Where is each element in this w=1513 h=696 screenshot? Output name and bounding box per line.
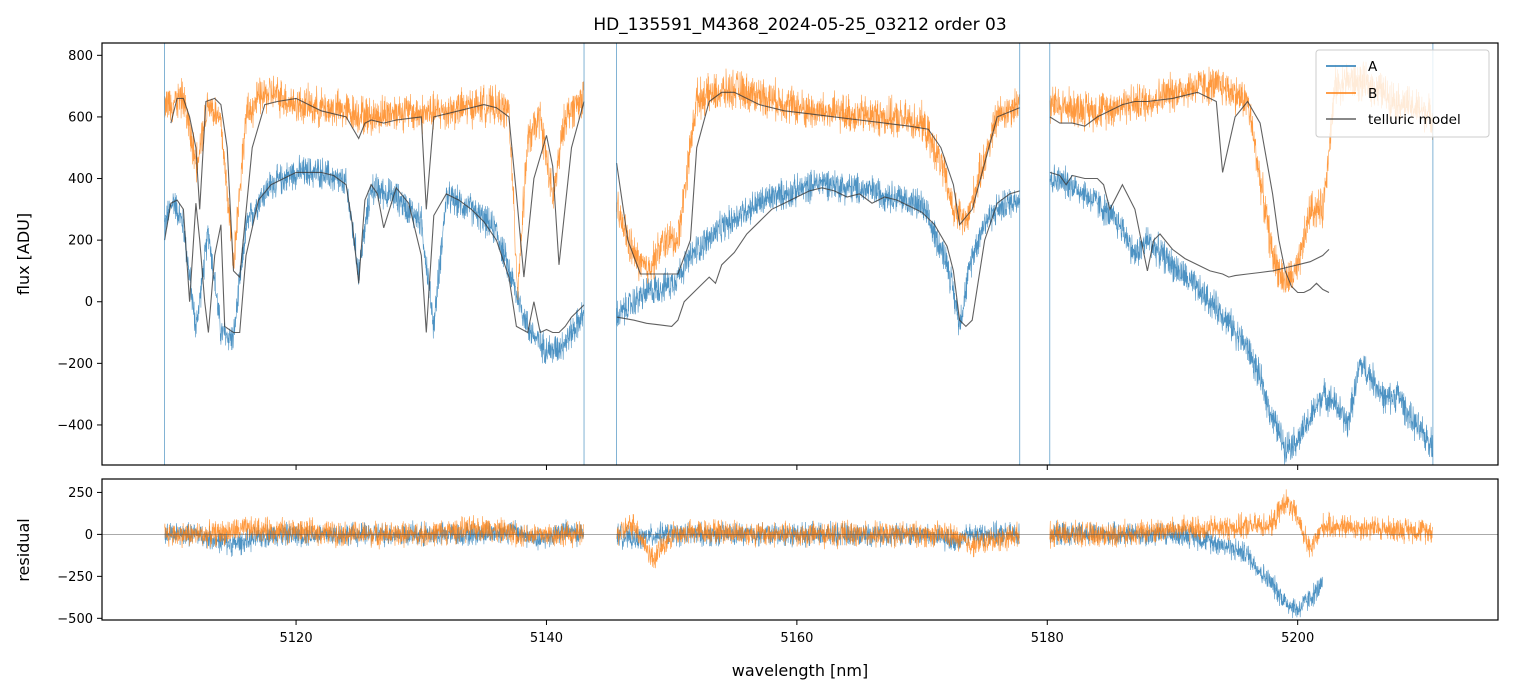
flux-y-axis-label: flux [ADU]	[14, 213, 33, 295]
residual-y-tick-label: −500	[57, 612, 93, 627]
flux-y-ticks: 800 600 400 200 0 −200 −400	[57, 49, 102, 433]
residual-y-tick-label: −250	[57, 570, 93, 585]
legend-label-telluric-model: telluric model	[1368, 112, 1461, 128]
flux-plot-frame	[101, 42, 1499, 466]
flux-x-ticks	[295, 465, 1299, 470]
flux-panel: 800 600 400 200 0 −200 −400 flux [ADU]	[14, 42, 1499, 470]
x-axis-label: wavelength [nm]	[732, 661, 869, 680]
residual-y-tick-label: 250	[68, 486, 93, 501]
telluric-model-a-line	[164, 171, 1330, 334]
flux-y-tick-label: −400	[57, 418, 93, 433]
residual-y-ticks: 250 0 −250 −500	[57, 486, 102, 627]
x-tick-label: 5140	[530, 631, 563, 646]
series-a-line	[164, 154, 1433, 465]
telluric-model-b-line	[170, 91, 1330, 294]
residual-y-axis-label: residual	[14, 518, 33, 581]
residual-panel: 250 0 −250 −500 5120 5140 5160 5180 5200 residu…	[14, 478, 1499, 646]
residual-x-ticks: 5120 5140 5160 5180 5200	[280, 620, 1314, 646]
residual-plot-frame	[101, 478, 1499, 621]
flux-y-tick-label: 0	[85, 295, 93, 310]
series-b-line	[164, 61, 1433, 301]
flux-series	[164, 43, 1434, 465]
flux-y-tick-label: 400	[68, 172, 93, 187]
legend-box	[1315, 49, 1490, 138]
flux-y-tick-label: 600	[68, 110, 93, 125]
legend-label-a: A	[1368, 59, 1378, 75]
x-tick-label: 5200	[1281, 631, 1314, 646]
x-tick-label: 5160	[780, 631, 813, 646]
residual-y-tick-label: 0	[85, 528, 93, 543]
residual-series	[102, 489, 1498, 619]
x-tick-label: 5180	[1031, 631, 1064, 646]
legend-label-b: B	[1368, 86, 1377, 102]
flux-y-tick-label: −200	[57, 357, 93, 372]
flux-y-tick-label: 800	[68, 49, 93, 64]
x-tick-label: 5120	[280, 631, 313, 646]
chart-title: HD_135591_M4368_2024-05-25_03212 order 0…	[593, 15, 1006, 35]
legend: A B telluric model	[1315, 49, 1490, 138]
flux-y-tick-label: 200	[68, 234, 93, 249]
